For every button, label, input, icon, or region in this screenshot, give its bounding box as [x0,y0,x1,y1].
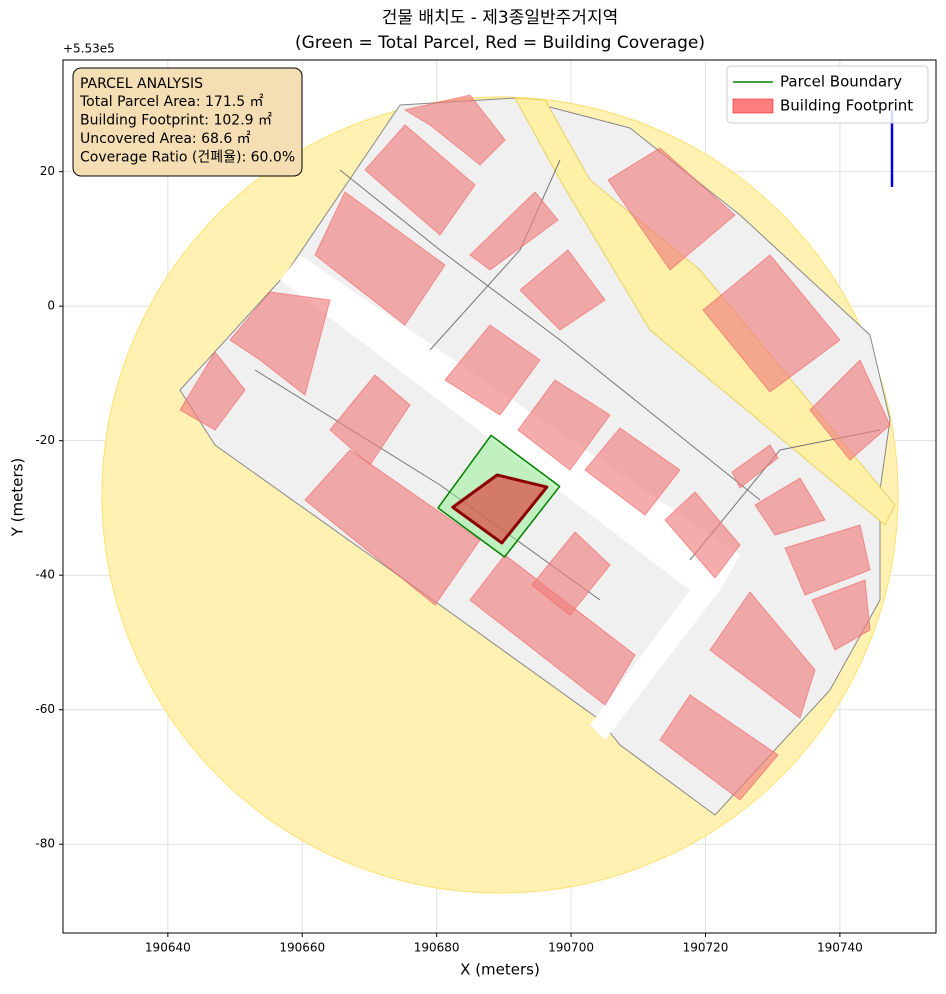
annotation-title: PARCEL ANALYSIS [80,76,203,92]
ticks: 190640 190660 190680 190700 190720 190740 20 0 -… [35,164,862,954]
annotation-line: Total Parcel Area: 171.5 ㎡ [79,94,264,110]
building [519,249,606,331]
building [702,254,841,393]
parcel-line [429,159,561,351]
chart-title: 건물 배치도 - 제3종일반주거지역 [382,8,618,28]
x-tick-label: 190700 [548,941,594,955]
building [664,491,741,579]
building [709,591,816,719]
building [517,379,611,471]
building [784,524,871,596]
x-tick-label: 190740 [817,941,863,955]
y-tick-label: -60 [35,702,55,716]
axes-frame [62,59,937,934]
building [179,351,246,431]
annotation-lines: Total Parcel Area: 171.5 ㎡ Building Footp… [79,94,295,166]
building [731,444,779,489]
building [659,694,779,801]
annotation-background [72,67,303,177]
building [469,191,559,271]
legend-swatch [732,98,774,114]
annotation-line: Building Footprint: 102.9 ㎡ [80,113,272,129]
y-axis-label: Y (meters) [9,458,27,538]
x-tick-label: 190680 [414,941,460,955]
annotation-line: Uncovered Area: 68.6 ㎡ [80,131,251,147]
building [329,374,411,466]
chart-subtitle: (Green = Total Parcel, Red = Building Co… [295,33,705,53]
legend-label: Building Footprint [780,97,913,115]
annotation-line: Coverage Ratio (건폐율): 60.0% [80,150,295,166]
site-background [101,94,899,894]
data-layer [437,434,561,558]
footprint-polygon [451,473,549,545]
annotation-box: PARCEL ANALYSIS Total Parcel Area: 171.5… [72,67,303,177]
building [364,124,476,236]
building [314,191,446,326]
y-offset-label: +5.53e5 [63,42,115,56]
building [531,531,611,616]
building [304,449,481,606]
building [754,477,826,536]
x-tick-label: 190720 [683,941,729,955]
building [229,291,331,396]
x-axis-label: X (meters) [460,961,540,979]
y-tick-label: -20 [35,433,55,447]
legend: Parcel Boundary Building Footprint [726,65,929,124]
parcel-line [254,369,601,601]
y-tick-label: 0 [47,299,55,313]
building [811,579,871,651]
y-tick-label: -40 [35,568,55,582]
x-tick-label: 190660 [279,941,325,955]
y-tick-label: 20 [40,164,55,178]
parcel-line [339,169,761,501]
building [809,359,891,461]
y-tick-label: -80 [35,837,55,851]
legend-frame [726,65,929,124]
building [584,427,681,516]
building [607,147,736,271]
legend-label: Parcel Boundary [780,73,902,91]
x-tick-label: 190640 [145,941,191,955]
building [469,554,636,706]
building [444,324,541,416]
building [403,94,506,166]
